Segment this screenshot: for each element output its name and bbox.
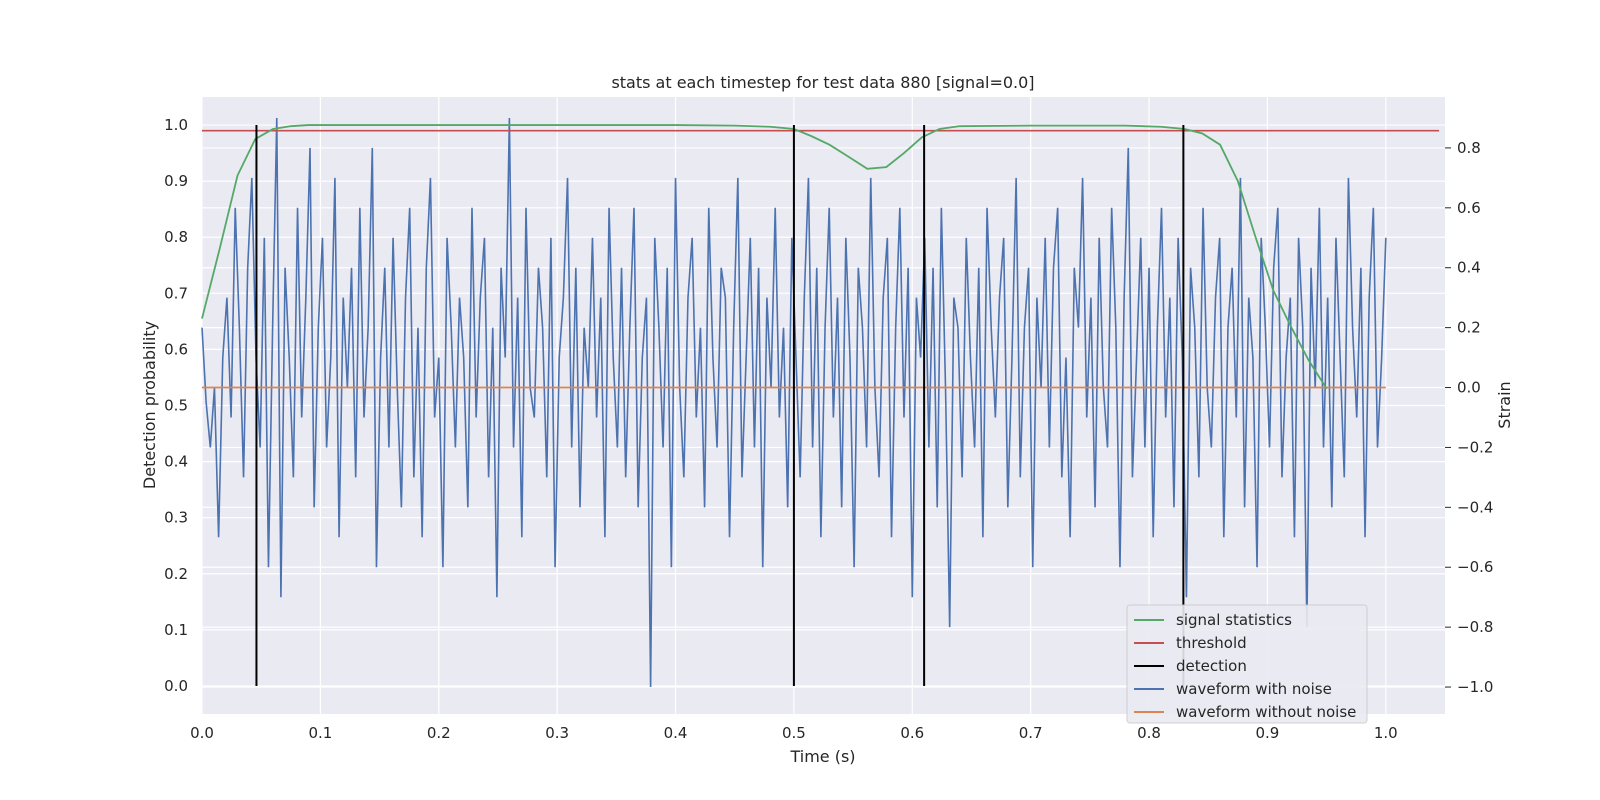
legend: signal statistics threshold detection wavef… xyxy=(1126,604,1368,724)
chart-title: stats at each timestep for test data 880… xyxy=(611,73,1034,92)
x-tick-label: 0.6 xyxy=(900,724,924,742)
x-tick-label: 0.5 xyxy=(782,724,806,742)
legend-label: waveform with noise xyxy=(1176,680,1332,698)
legend-box xyxy=(1126,604,1368,724)
x-tick-label: 0.1 xyxy=(308,724,332,742)
y-right-tick-label: 0.2 xyxy=(1457,319,1481,337)
x-tick-label: 0.4 xyxy=(664,724,688,742)
x-tick-label: 0.8 xyxy=(1137,724,1161,742)
y-left-tick-label: 0.5 xyxy=(164,397,188,415)
x-tick-label: 0.9 xyxy=(1255,724,1279,742)
y-right-tick-label: 0.6 xyxy=(1457,199,1481,217)
y-right-tick-label: −0.8 xyxy=(1457,618,1493,636)
x-tick-label: 1.0 xyxy=(1374,724,1398,742)
y-right-tick-label: 0.4 xyxy=(1457,259,1481,277)
y-left-tick-label: 0.0 xyxy=(164,677,188,695)
legend-label: signal statistics xyxy=(1176,611,1292,629)
x-tick-labels: 0.0 0.1 0.2 0.3 0.4 0.5 0.6 0.7 0.8 0.9 1.0 xyxy=(190,724,1398,742)
y-left-tick-label: 0.9 xyxy=(164,172,188,190)
series-signal-statistics xyxy=(201,124,1328,390)
y-right-tick-label: −0.4 xyxy=(1457,498,1493,516)
series-layer xyxy=(201,117,1440,688)
legend-items: signal statistics threshold detection wavef… xyxy=(1134,611,1356,721)
legend-label: threshold xyxy=(1176,634,1247,652)
y-left-tick-label: 0.2 xyxy=(164,565,188,583)
y-left-tick-label: 0.4 xyxy=(164,453,188,471)
y-left-tick-label: 0.1 xyxy=(164,621,188,639)
y-right-tick-label: −0.6 xyxy=(1457,558,1493,576)
x-axis-title: Time (s) xyxy=(789,747,855,766)
y-left-tick-label: 0.7 xyxy=(164,284,188,302)
y-left-tick-label: 0.8 xyxy=(164,228,188,246)
y-right-axis-title: Strain xyxy=(1495,381,1514,428)
y-right-tick-label: 0.8 xyxy=(1457,139,1481,157)
x-tick-label: 0.0 xyxy=(190,724,214,742)
y-left-tick-label: 0.6 xyxy=(164,340,188,358)
y-left-axis-title: Detection probability xyxy=(140,321,159,489)
y-right-tick-label: −0.2 xyxy=(1457,438,1493,456)
legend-label: waveform without noise xyxy=(1176,703,1356,721)
x-tick-label: 0.2 xyxy=(427,724,451,742)
x-tick-label: 0.3 xyxy=(545,724,569,742)
y-right-tick-labels: −1.0 −0.8 −0.6 −0.4 −0.2 0.0 0.2 0.4 0.6 0.8 xyxy=(1445,139,1493,696)
y-left-tick-label: 1.0 xyxy=(164,116,188,134)
legend-label: detection xyxy=(1176,657,1247,675)
y-right-tick-label: 0.0 xyxy=(1457,379,1481,397)
y-left-tick-label: 0.3 xyxy=(164,509,188,527)
y-left-tick-labels: 0.0 0.1 0.2 0.3 0.4 0.5 0.6 0.7 0.8 0.9 1.0 xyxy=(164,116,188,695)
x-tick-label: 0.7 xyxy=(1019,724,1043,742)
y-right-tick-label: −1.0 xyxy=(1457,678,1493,696)
